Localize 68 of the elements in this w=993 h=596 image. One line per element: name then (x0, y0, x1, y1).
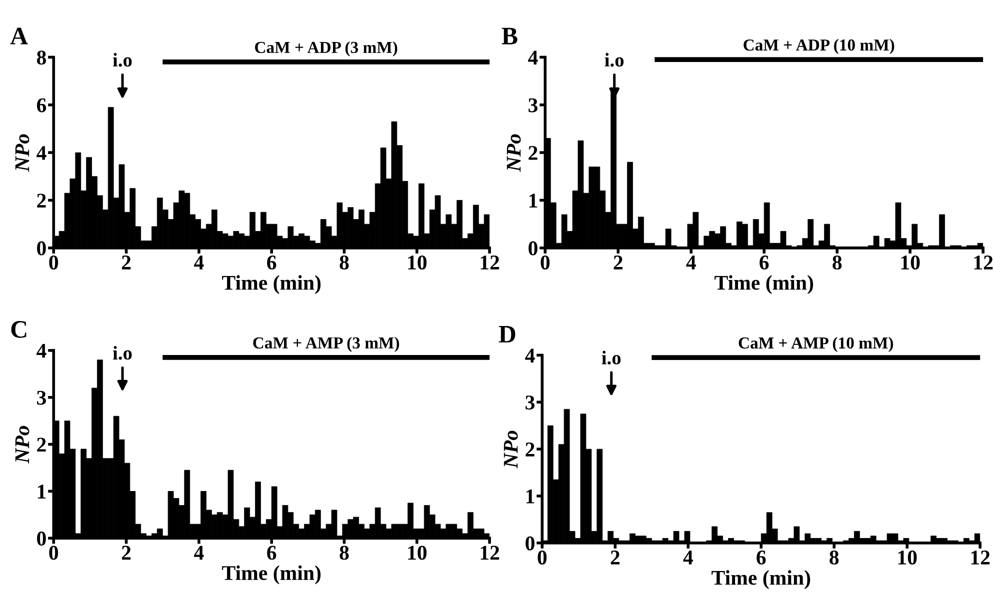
x-tick-label: 0 (538, 550, 547, 565)
annotation: i.o (604, 52, 624, 67)
y-tick-label: 2 (528, 146, 538, 160)
y-axis-title: NPo (504, 430, 518, 468)
x-tick-label: 2 (614, 256, 622, 270)
x-tick-label: 6 (756, 550, 766, 565)
y-tick-label: 1 (38, 484, 46, 498)
x-tick-label: 8 (832, 255, 842, 270)
y-tick-label: 0 (526, 536, 534, 550)
annotation: i.o (602, 350, 621, 364)
annotation: i.o (112, 52, 132, 67)
y-tick-label: 4 (525, 348, 535, 362)
y-axis-title: NPo (15, 426, 30, 464)
chart-title: B (502, 28, 518, 44)
y-tick-label: 2 (37, 194, 46, 208)
y-tick-label: 3 (526, 396, 535, 410)
x-tick-label: 8 (340, 546, 349, 560)
y-tick-label: 0 (37, 241, 46, 256)
y-tick-label: 3 (37, 390, 46, 405)
x-tick-label: 4 (194, 256, 204, 270)
y-tick-label: 4 (36, 344, 46, 358)
chart-title: A (10, 28, 28, 44)
x-tick-label: 10 (408, 546, 427, 560)
x-tick-label: 4 (683, 550, 693, 564)
x-tick-label: 2 (122, 256, 131, 270)
y-tick-label: 3 (528, 98, 538, 112)
y-tick-label: 4 (36, 146, 46, 160)
y-tick-label: 0 (37, 532, 46, 546)
x-tick-label: 6 (760, 256, 769, 270)
x-tick-label: 10 (898, 550, 917, 565)
y-tick-label: 2 (526, 442, 534, 456)
x-axis-title: Time (min) (222, 565, 321, 584)
x-axis-title: Time (min) (712, 570, 810, 590)
series-label: CaM + AMP (10 mM) (738, 336, 894, 352)
x-tick-label: 8 (340, 255, 349, 270)
chart-title: C (11, 321, 26, 338)
y-tick-label: 2 (37, 438, 46, 452)
x-tick-label: 6 (267, 256, 276, 270)
y-tick-label: 8 (36, 50, 46, 65)
x-tick-label: 10 (901, 255, 920, 270)
x-tick-label: 0 (49, 546, 58, 560)
x-tick-label: 12 (480, 546, 500, 560)
annotation: i.o (112, 346, 132, 360)
x-tick-label: 4 (686, 256, 696, 270)
y-axis-title: NPo (506, 134, 521, 172)
x-tick-label: 12 (974, 256, 993, 270)
x-tick-label: 2 (122, 546, 131, 560)
y-tick-label: 0 (528, 241, 538, 256)
chart-title: D (498, 326, 516, 342)
y-axis-title: NPo (15, 134, 30, 172)
x-axis-title: Time (min) (222, 275, 321, 294)
x-tick-label: 4 (194, 546, 204, 560)
y-tick-label: 1 (529, 194, 538, 208)
series-label: CaM + AMP (3 mM) (253, 336, 400, 352)
x-tick-label: 0 (540, 255, 550, 270)
series-label: CaM + ADP (10 mM) (744, 38, 894, 54)
y-tick-label: 4 (528, 50, 538, 64)
x-axis-title: Time (min) (714, 275, 814, 294)
series-label: CaM + ADP (3 mM) (255, 41, 398, 56)
x-tick-label: 8 (830, 550, 839, 565)
x-tick-label: 2 (610, 550, 620, 564)
y-tick-label: 1 (526, 489, 534, 504)
y-tick-label: 6 (36, 98, 46, 112)
x-tick-label: 12 (480, 256, 500, 270)
x-tick-label: 0 (49, 255, 58, 270)
x-tick-label: 6 (267, 546, 276, 560)
x-tick-label: 12 (971, 550, 990, 564)
x-tick-label: 10 (408, 255, 427, 270)
